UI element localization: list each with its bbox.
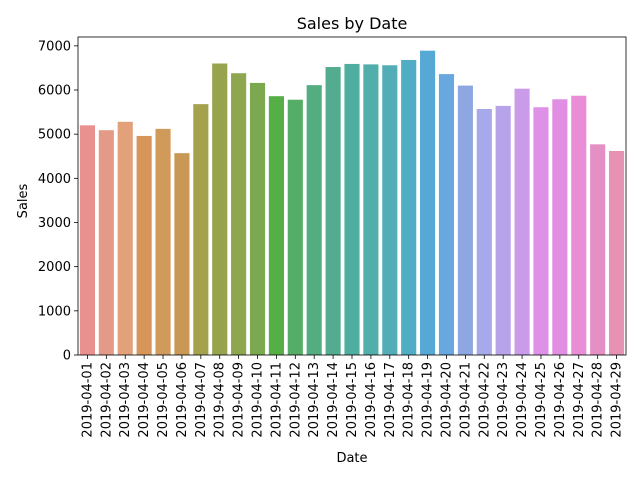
x-tick-label: 2019-04-13 — [307, 362, 322, 438]
bar-2019-04-17 — [382, 65, 398, 356]
x-tick-label: 2019-04-28 — [591, 362, 606, 438]
x-tick-label: 2019-04-23 — [496, 362, 511, 438]
x-axis-label: Date — [336, 451, 367, 466]
x-tick-label: 2019-04-01 — [80, 362, 95, 438]
bar-2019-04-10 — [249, 82, 266, 356]
bar-2019-04-29 — [608, 150, 625, 355]
x-tick-label: 2019-04-04 — [137, 362, 152, 438]
bar-2019-04-04 — [136, 135, 152, 355]
x-tick-label: 2019-04-08 — [213, 362, 228, 438]
y-tick-label: 1000 — [38, 304, 71, 319]
bar-2019-04-05 — [155, 128, 171, 355]
x-tick-label: 2019-04-21 — [458, 362, 473, 438]
bar-2019-04-08 — [212, 63, 228, 355]
x-tick-label: 2019-04-15 — [345, 362, 360, 438]
bar-2019-04-09 — [231, 73, 247, 355]
y-tick-label: 3000 — [38, 216, 71, 231]
x-tick-label: 2019-04-18 — [402, 362, 417, 438]
x-tick-label: 2019-04-20 — [439, 362, 454, 438]
y-tick-label: 7000 — [38, 39, 71, 54]
x-tick-label: 2019-04-27 — [572, 362, 587, 438]
bar-2019-04-15 — [344, 63, 360, 355]
bar-2019-04-16 — [363, 64, 379, 355]
x-tick-label: 2019-04-25 — [534, 362, 549, 438]
x-tick-label: 2019-04-03 — [118, 362, 133, 438]
x-tick-label: 2019-04-26 — [553, 362, 568, 438]
x-tick-label: 2019-04-16 — [364, 362, 379, 438]
chart-title: Sales by Date — [297, 14, 408, 33]
x-tick-label: 2019-04-05 — [156, 362, 171, 438]
bar-2019-04-28 — [590, 144, 606, 355]
bar-2019-04-14 — [325, 67, 341, 355]
plot-area-border — [77, 36, 627, 356]
bars-group — [79, 50, 625, 356]
bar-2019-04-23 — [495, 105, 511, 356]
x-tick-label: 2019-04-11 — [269, 362, 284, 438]
bar-2019-04-22 — [476, 108, 492, 356]
y-tick-label: 0 — [63, 349, 71, 364]
bar-2019-04-26 — [552, 99, 568, 356]
plot-frame — [77, 36, 627, 356]
y-axis-label: Sales — [16, 183, 31, 218]
bar-2019-04-11 — [268, 96, 284, 356]
x-tick-label: 2019-04-19 — [421, 362, 436, 438]
x-tick-label: 2019-04-07 — [194, 362, 209, 438]
x-tick-label: 2019-04-17 — [383, 362, 398, 438]
x-tick-label: 2019-04-06 — [175, 362, 190, 438]
bar-2019-04-25 — [533, 107, 549, 355]
bar-2019-04-03 — [117, 121, 133, 355]
x-tick-label: 2019-04-02 — [99, 362, 114, 438]
y-tick-label: 4000 — [38, 172, 71, 187]
y-tick-label: 5000 — [38, 128, 71, 143]
x-ticks-group: 2019-04-01 2019-04-02 2019-04-03 2019-04-04… — [80, 355, 625, 438]
x-tick-label: 2019-04-22 — [477, 362, 492, 438]
x-tick-label: 2019-04-24 — [515, 362, 530, 438]
bar-2019-04-02 — [98, 130, 114, 355]
bar-2019-04-01 — [79, 125, 96, 355]
bar-2019-04-13 — [306, 85, 322, 355]
bar-2019-04-24 — [514, 88, 530, 356]
x-tick-label: 2019-04-09 — [232, 362, 247, 438]
x-tick-label: 2019-04-29 — [610, 362, 625, 438]
x-tick-label: 2019-04-14 — [326, 362, 341, 438]
bar-2019-04-07 — [193, 104, 209, 355]
y-tick-label: 2000 — [38, 260, 71, 275]
x-tick-label: 2019-04-12 — [288, 362, 303, 438]
bar-2019-04-27 — [571, 95, 587, 356]
bar-2019-04-18 — [401, 59, 417, 355]
bar-2019-04-21 — [457, 85, 473, 355]
bar-2019-04-20 — [438, 74, 455, 355]
bar-2019-04-19 — [420, 50, 436, 355]
bar-2019-04-06 — [174, 153, 190, 355]
x-tick-label: 2019-04-10 — [251, 362, 266, 438]
bar-2019-04-12 — [287, 99, 303, 355]
y-tick-label: 6000 — [38, 84, 71, 99]
y-ticks-group: 0 1000 2000 3000 4000 5000 6000 7000 — [38, 39, 78, 364]
